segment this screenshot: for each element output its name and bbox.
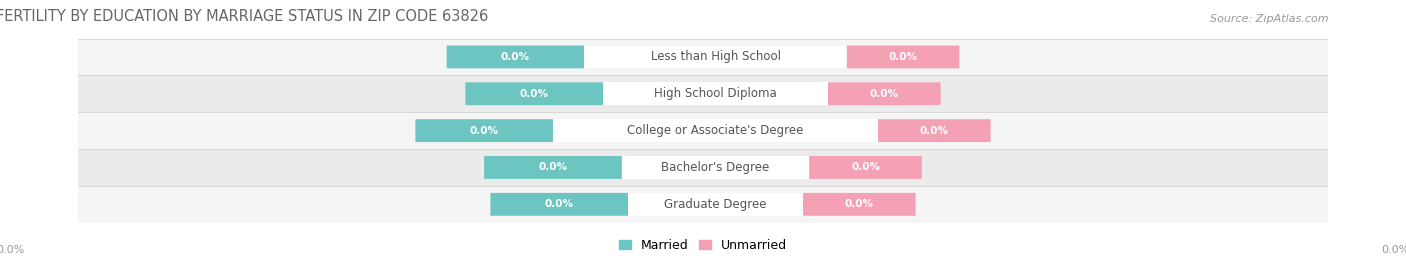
- Bar: [77, 186, 1329, 223]
- Text: Bachelor's Degree: Bachelor's Degree: [661, 161, 769, 174]
- Text: 0.0%: 0.0%: [501, 52, 530, 62]
- PathPatch shape: [810, 156, 922, 179]
- PathPatch shape: [585, 45, 846, 68]
- Bar: [77, 75, 1329, 112]
- PathPatch shape: [628, 193, 803, 216]
- Text: 0.0%: 0.0%: [920, 126, 949, 136]
- Legend: Married, Unmarried: Married, Unmarried: [613, 234, 793, 257]
- Bar: [77, 112, 1329, 149]
- Text: High School Diploma: High School Diploma: [654, 87, 778, 100]
- PathPatch shape: [484, 156, 621, 179]
- Text: 0.0%: 0.0%: [845, 199, 873, 209]
- Text: 0.0%: 0.0%: [0, 245, 25, 255]
- Bar: [77, 149, 1329, 186]
- PathPatch shape: [803, 193, 915, 216]
- Text: 0.0%: 0.0%: [470, 126, 499, 136]
- Text: Less than High School: Less than High School: [651, 50, 780, 63]
- PathPatch shape: [447, 45, 585, 68]
- Text: 0.0%: 0.0%: [870, 89, 898, 99]
- Text: 0.0%: 0.0%: [851, 162, 880, 172]
- Text: 0.0%: 0.0%: [538, 162, 568, 172]
- PathPatch shape: [879, 119, 991, 142]
- Text: Source: ZipAtlas.com: Source: ZipAtlas.com: [1209, 14, 1329, 24]
- PathPatch shape: [465, 82, 603, 105]
- PathPatch shape: [846, 45, 959, 68]
- Bar: [77, 38, 1329, 75]
- PathPatch shape: [491, 193, 628, 216]
- Text: 0.0%: 0.0%: [520, 89, 548, 99]
- Text: 0.0%: 0.0%: [1381, 245, 1406, 255]
- PathPatch shape: [553, 119, 879, 142]
- PathPatch shape: [828, 82, 941, 105]
- Text: 0.0%: 0.0%: [544, 199, 574, 209]
- Text: 0.0%: 0.0%: [889, 52, 918, 62]
- PathPatch shape: [621, 156, 810, 179]
- Text: Graduate Degree: Graduate Degree: [664, 198, 766, 211]
- PathPatch shape: [603, 82, 828, 105]
- Text: College or Associate's Degree: College or Associate's Degree: [627, 124, 804, 137]
- PathPatch shape: [415, 119, 553, 142]
- Text: FERTILITY BY EDUCATION BY MARRIAGE STATUS IN ZIP CODE 63826: FERTILITY BY EDUCATION BY MARRIAGE STATU…: [0, 9, 489, 24]
